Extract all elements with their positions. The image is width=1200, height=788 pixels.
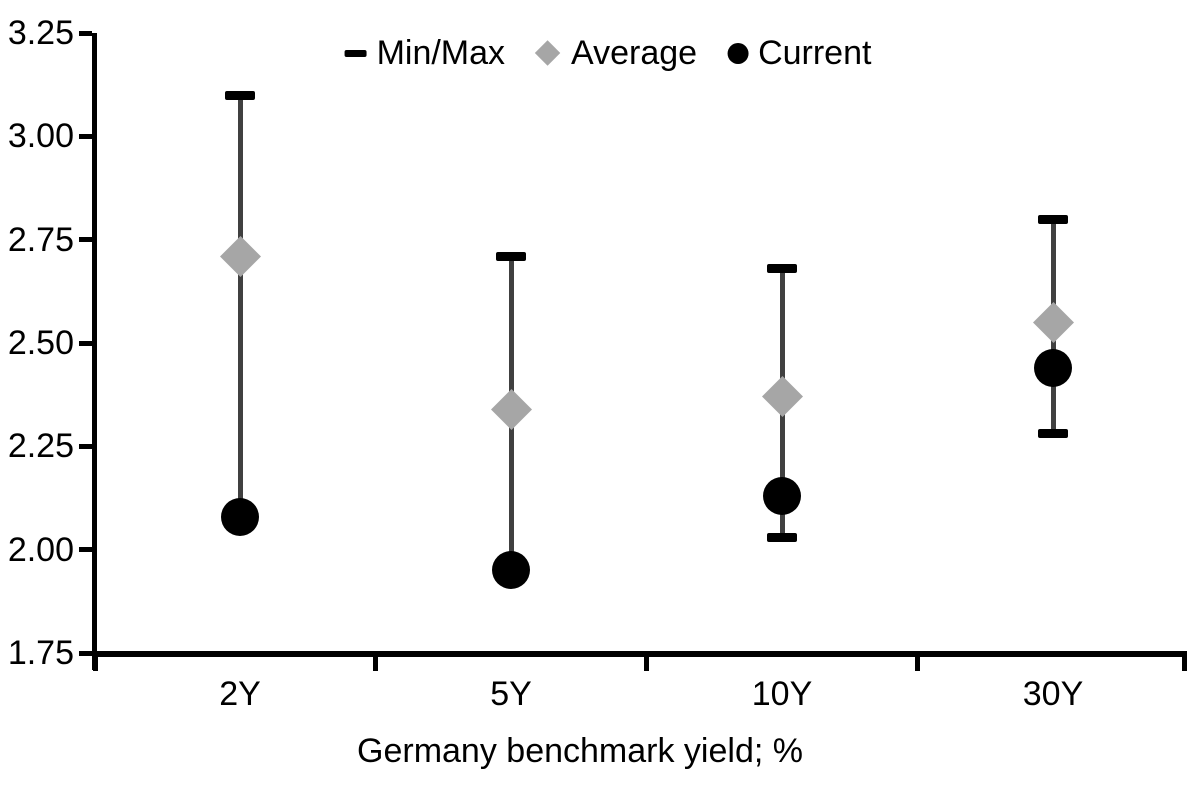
chart-legend: Min/Max Average Current xyxy=(344,34,871,72)
y-axis-tick-label: 3.00 xyxy=(7,117,74,156)
x-axis-category-label: 30Y xyxy=(1022,675,1084,713)
current-circle-marker xyxy=(1034,348,1072,387)
current-circle-marker xyxy=(492,551,530,590)
minmax-dash-icon xyxy=(344,49,367,57)
average-diamond-marker xyxy=(761,376,803,418)
legend-item-average: Average xyxy=(535,34,697,72)
legend-label: Min/Max xyxy=(376,34,506,72)
x-axis-tick xyxy=(92,651,98,671)
legend-item-current: Current xyxy=(727,34,871,72)
y-axis-tick xyxy=(79,237,92,243)
y-axis-tick-label: 1.75 xyxy=(7,634,74,672)
x-axis-category-label: 10Y xyxy=(751,675,813,713)
max-cap-marker xyxy=(1038,214,1068,224)
x-axis-line xyxy=(92,651,1187,657)
current-circle-marker xyxy=(763,476,801,515)
y-axis-tick-label: 3.25 xyxy=(7,14,74,52)
y-axis-tick-label: 2.00 xyxy=(7,530,74,569)
y-axis-tick xyxy=(79,340,92,346)
x-axis-tick xyxy=(915,651,920,671)
current-circle-icon xyxy=(727,42,749,64)
y-axis-tick xyxy=(79,547,92,553)
average-diamond-shape xyxy=(535,40,561,66)
current-circle-marker xyxy=(221,497,259,536)
average-diamond-icon xyxy=(535,40,561,66)
x-axis-tick xyxy=(373,651,378,671)
max-cap-marker xyxy=(225,90,255,100)
y-axis-tick-label: 2.75 xyxy=(7,220,74,259)
y-axis-tick-label: 2.50 xyxy=(7,324,74,362)
average-diamond-marker xyxy=(490,388,532,430)
average-diamond-marker xyxy=(1032,301,1074,343)
x-axis-category-label: 2Y xyxy=(219,675,261,713)
y-axis-tick xyxy=(79,650,92,656)
legend-item-min-max: Min/Max xyxy=(344,34,506,72)
average-diamond-marker xyxy=(219,235,261,277)
x-axis-tick xyxy=(1181,651,1187,671)
max-cap-marker xyxy=(496,251,526,261)
y-axis-line xyxy=(92,33,97,670)
legend-label: Average xyxy=(571,34,698,72)
x-axis-category-label: 5Y xyxy=(490,675,532,713)
y-axis-tick xyxy=(79,133,92,139)
x-axis-title: Germany benchmark yield; % xyxy=(357,732,803,770)
legend-label: Current xyxy=(758,34,872,72)
y-axis-tick xyxy=(79,443,92,449)
max-cap-marker xyxy=(767,264,797,274)
y-axis-tick-label: 2.25 xyxy=(7,427,74,466)
min-cap-marker xyxy=(1038,429,1068,439)
minmax-whisker-line xyxy=(237,95,243,517)
y-axis-tick xyxy=(79,30,92,36)
min-cap-marker xyxy=(767,532,797,542)
x-axis-tick xyxy=(644,651,649,671)
